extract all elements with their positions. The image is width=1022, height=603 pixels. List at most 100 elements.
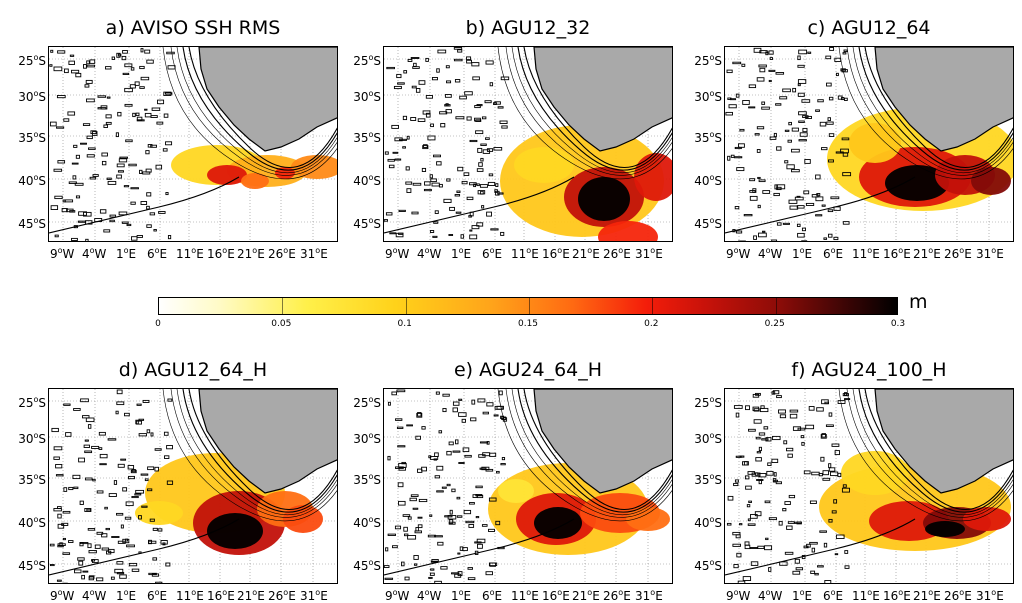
seamount-contour [745, 545, 750, 548]
seamount-contour [86, 418, 94, 422]
lon-tick-label: 1oE [451, 586, 471, 603]
seamount-contour [480, 185, 487, 188]
seamount-contour [763, 191, 770, 194]
seamount-contour [447, 451, 451, 455]
seamount-contour [766, 538, 768, 539]
seamount-contour [726, 112, 733, 115]
seamount-contour [764, 427, 768, 429]
colorbar-tick-mark [406, 298, 407, 315]
seamount-contour [433, 236, 437, 237]
seamount-contour [475, 106, 481, 108]
seamount-contour [431, 569, 434, 570]
seamount-contour [787, 526, 793, 529]
seamount-contour [780, 415, 785, 418]
seamount-contour [136, 490, 144, 493]
lon-tick-label: 26oE [268, 244, 296, 261]
seamount-contour [56, 465, 62, 468]
seamount-contour [486, 138, 490, 140]
seamount-contour [829, 134, 834, 137]
seamount-contour [749, 107, 755, 108]
seamount-contour [418, 517, 422, 518]
seamount-contour [117, 390, 122, 394]
seamount-contour [64, 119, 69, 122]
seamount-contour [824, 238, 827, 240]
lat-tick-label: 45oS [694, 215, 722, 230]
seamount-contour [501, 464, 505, 465]
seamount-contour [749, 429, 756, 431]
seamount-contour [476, 131, 483, 134]
seamount-contour [734, 157, 741, 158]
lon-tick-label: 4oW [758, 244, 782, 261]
seamount-contour [114, 481, 116, 485]
seamount-contour [758, 177, 761, 178]
seamount-contour [139, 419, 144, 420]
seamount-contour [804, 471, 810, 474]
seamount-contour [390, 233, 396, 234]
seamount-contour [457, 191, 460, 193]
seamount-contour [156, 582, 162, 583]
seamount-contour [450, 510, 452, 514]
seamount-contour [734, 483, 738, 485]
seamount-contour [470, 503, 475, 505]
seamount-contour [150, 213, 155, 215]
seamount-contour [125, 413, 130, 416]
seamount-contour [143, 400, 149, 402]
seamount-contour [166, 563, 170, 566]
ssh-rms-blob [498, 479, 534, 503]
seamount-contour [118, 464, 124, 467]
seamount-contour [762, 102, 765, 104]
seamount-contour [397, 390, 405, 392]
panel-title: a) AVISO SSH RMS [48, 16, 338, 40]
seamount-contour [120, 157, 128, 158]
lat-tick-label: 45oS [353, 557, 381, 572]
seamount-contour [387, 67, 395, 68]
seamount-contour [746, 406, 750, 410]
seamount-contour [117, 402, 124, 405]
seamount-contour [111, 577, 114, 579]
lon-tick-label: 21oE [237, 244, 265, 261]
lon-tick-label: 26oE [603, 586, 631, 603]
seamount-contour [65, 200, 73, 202]
seamount-contour [498, 107, 503, 108]
seamount-contour [81, 399, 89, 402]
seamount-contour [742, 64, 745, 66]
seamount-contour [102, 548, 109, 550]
seamount-contour [168, 236, 170, 239]
seamount-contour [489, 529, 495, 531]
seamount-contour [414, 556, 418, 560]
seamount-contour [799, 121, 805, 123]
seamount-contour [51, 206, 58, 210]
seamount-contour [88, 529, 95, 531]
seamount-contour [798, 233, 805, 237]
seamount-contour [777, 396, 782, 398]
seamount-contour [87, 61, 90, 64]
seamount-contour [413, 67, 420, 69]
seamount-contour [399, 501, 406, 505]
seamount-contour [467, 57, 471, 60]
seamount-contour [798, 80, 805, 84]
seamount-contour [459, 463, 464, 464]
seamount-contour [404, 527, 408, 531]
seamount-contour [58, 514, 61, 518]
seamount-contour [397, 74, 401, 77]
seamount-contour [147, 206, 150, 209]
seamount-contour [831, 472, 838, 476]
seamount-contour [435, 453, 439, 457]
seamount-contour [816, 175, 821, 179]
seamount-contour [168, 399, 172, 401]
seamount-contour [769, 70, 775, 71]
seamount-contour [97, 578, 103, 581]
seamount-contour [751, 515, 758, 519]
seamount-contour [422, 168, 425, 171]
seamount-contour [441, 124, 445, 127]
seamount-contour [734, 406, 742, 409]
seamount-contour [388, 456, 390, 460]
seamount-contour [107, 97, 110, 98]
lat-tick-label: 35oS [18, 471, 46, 486]
seamount-contour [435, 476, 440, 478]
seamount-contour [755, 134, 759, 135]
seamount-contour [788, 454, 793, 457]
seamount-contour [469, 216, 472, 218]
seamount-contour [147, 60, 154, 63]
seamount-contour [137, 117, 142, 120]
